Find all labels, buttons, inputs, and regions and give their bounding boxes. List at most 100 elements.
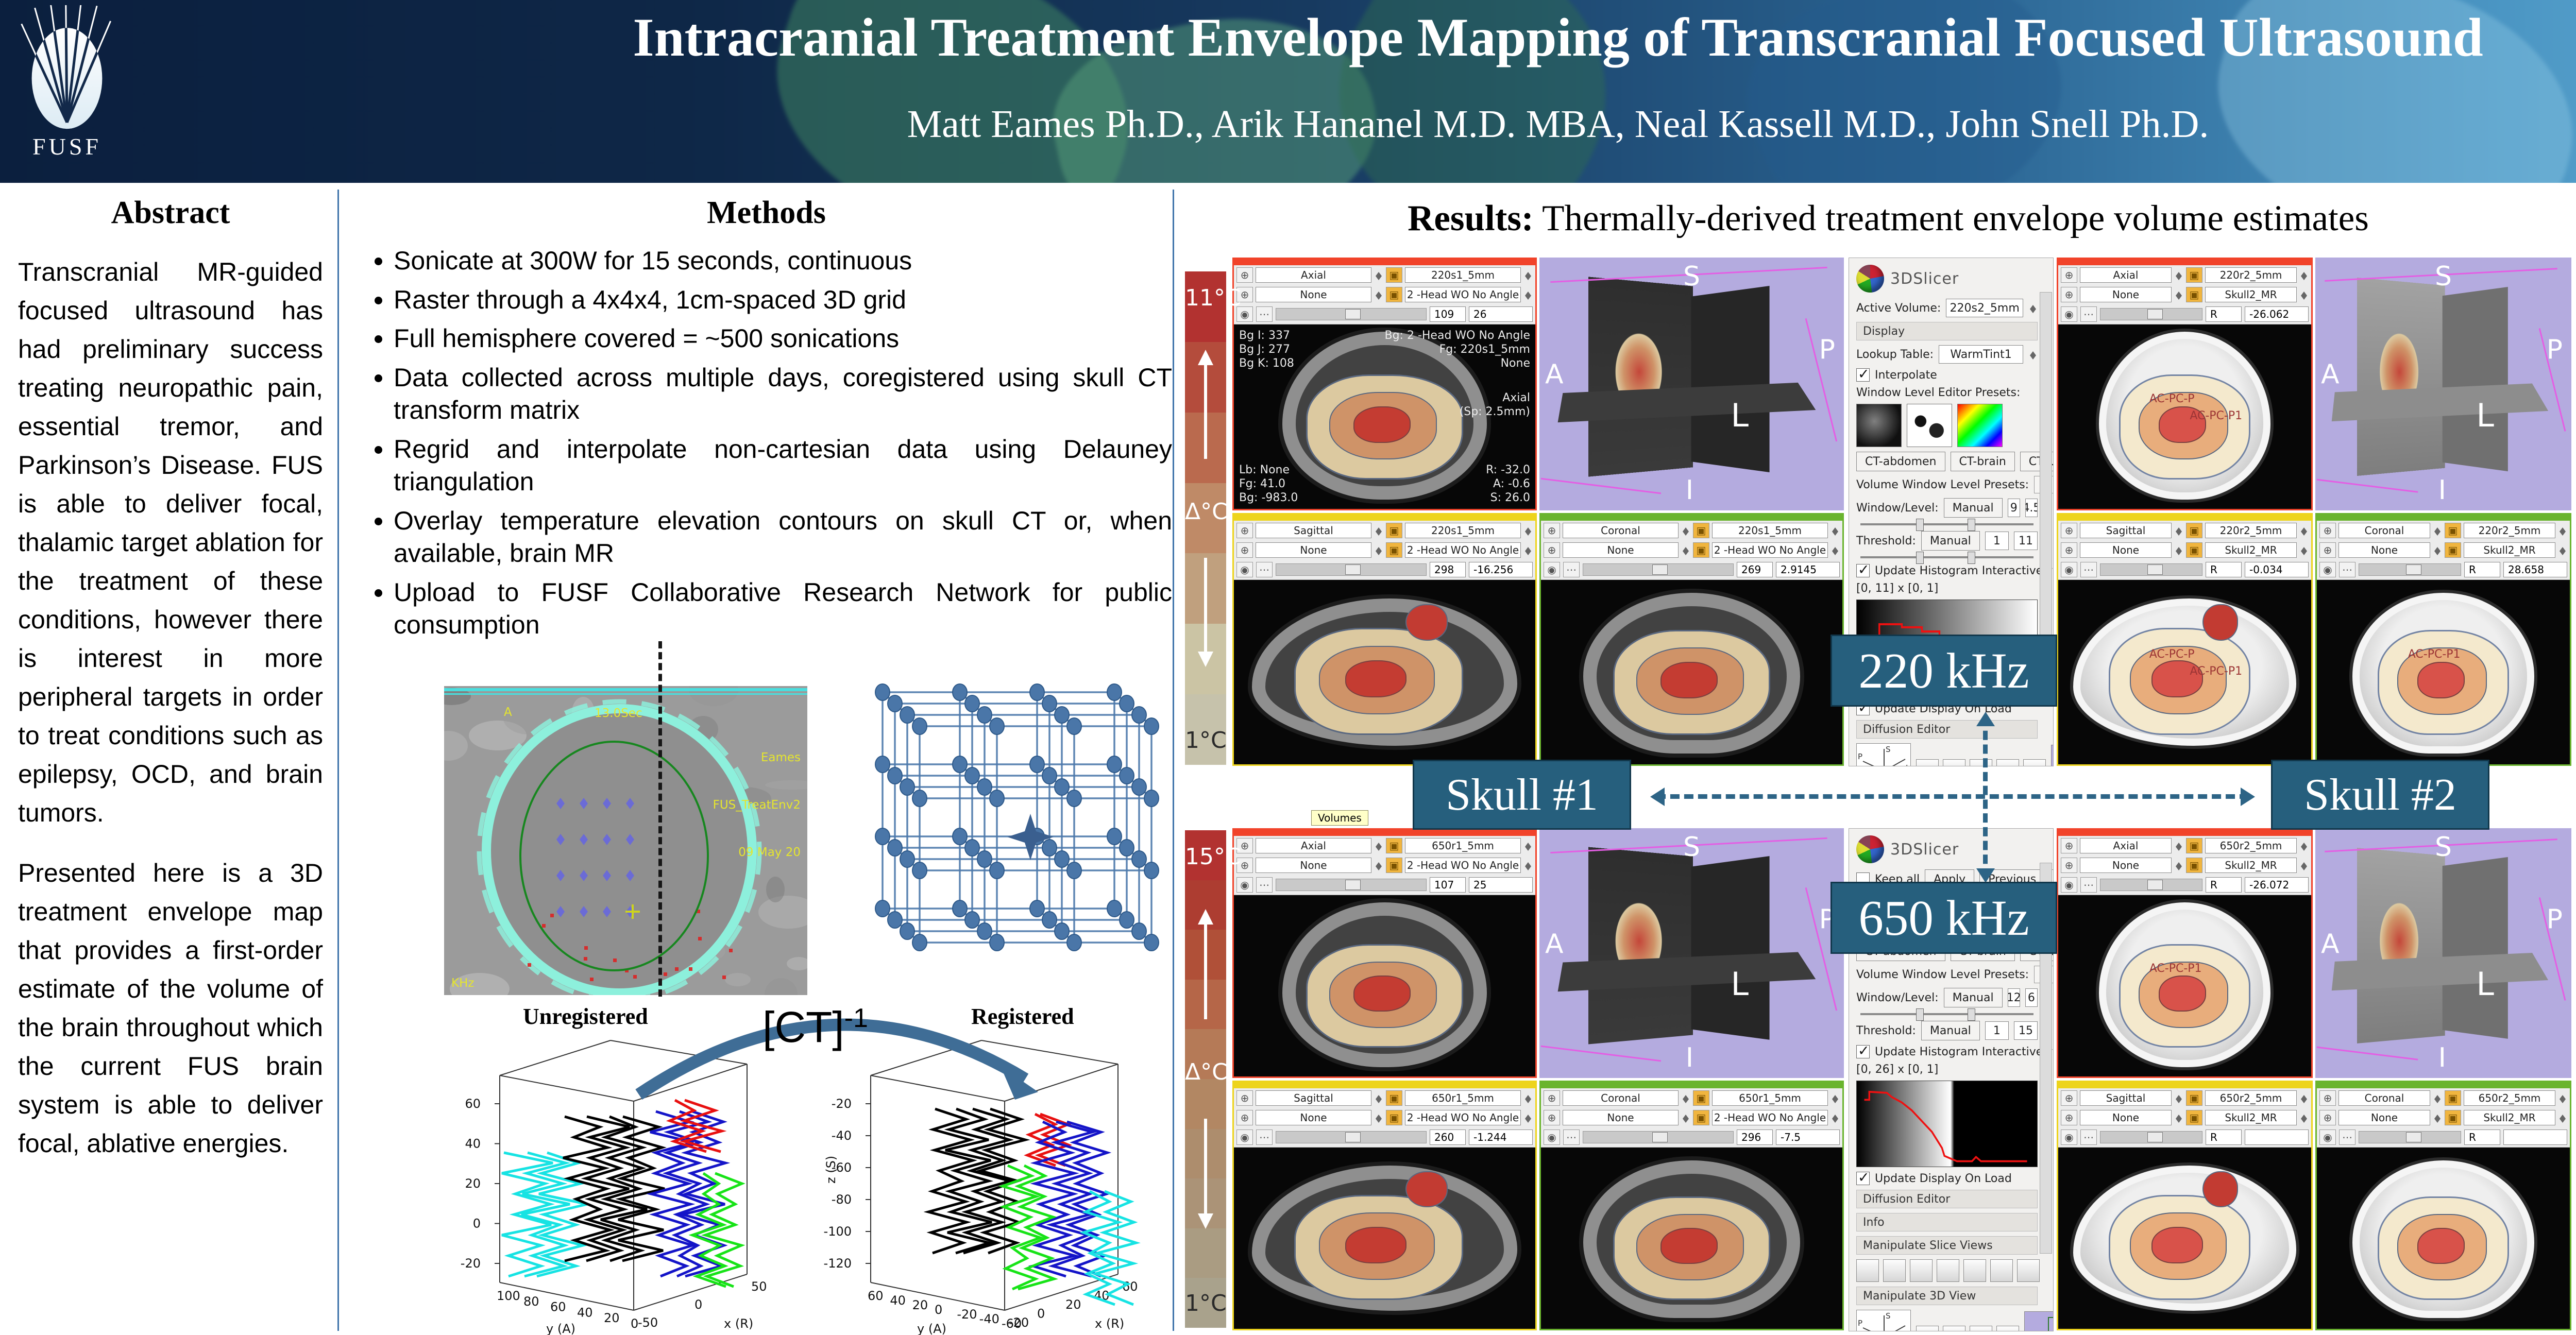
spinner[interactable]: [1523, 1110, 1533, 1125]
view-select[interactable]: None: [1563, 1110, 1679, 1125]
options-icon[interactable]: ⋯: [2339, 1129, 2355, 1145]
options-icon[interactable]: ⋯: [1256, 877, 1273, 893]
visibility-icon[interactable]: ◉: [2319, 1129, 2336, 1145]
spinner[interactable]: [1374, 1090, 1383, 1106]
volume-select[interactable]: Skull2_MR: [2464, 1110, 2555, 1125]
view-select[interactable]: None: [2080, 1110, 2172, 1125]
slider-thumb[interactable]: [1652, 564, 1668, 575]
link-icon[interactable]: ▣: [2186, 542, 2202, 558]
slider-thumb[interactable]: [1345, 1132, 1361, 1142]
spinner[interactable]: [2299, 838, 2309, 853]
checkbox[interactable]: [1856, 562, 1870, 578]
spinner[interactable]: [2558, 542, 2567, 558]
spinner[interactable]: [2299, 858, 2309, 873]
link-icon[interactable]: ▣: [2186, 1110, 2202, 1125]
volume-select[interactable]: 2 -Head WO No Angle: [1712, 1110, 1828, 1125]
toolbar-icon[interactable]: [1916, 1326, 1939, 1331]
spinner[interactable]: [1374, 542, 1383, 558]
panel-field[interactable]: 12: [2007, 988, 2020, 1007]
slider-thumb[interactable]: [1345, 564, 1361, 575]
spinner[interactable]: [1374, 1110, 1383, 1125]
options-icon[interactable]: ⋯: [1563, 562, 1580, 577]
toolbar-icon[interactable]: [1937, 1259, 1959, 1282]
crosshair-icon[interactable]: ⊕: [1544, 1110, 1560, 1125]
toolbar-icon[interactable]: [1883, 1259, 1906, 1282]
preset-thumb-rainbow[interactable]: [1957, 404, 2003, 447]
volume-select[interactable]: 220r2_5mm: [2205, 267, 2297, 283]
visibility-icon[interactable]: ◉: [1236, 877, 1253, 893]
view-select[interactable]: Axial: [1256, 838, 1371, 853]
checkbox[interactable]: [1856, 366, 1870, 382]
view-select[interactable]: Sagittal: [1256, 1090, 1371, 1106]
visibility-icon[interactable]: ◉: [1236, 1129, 1253, 1145]
volume-select[interactable]: 220s1_5mm: [1712, 523, 1828, 538]
slice-offset-slider[interactable]: [2100, 879, 2202, 891]
spinner[interactable]: [1523, 838, 1533, 853]
slider-thumb[interactable]: [1652, 1132, 1668, 1142]
visibility-icon[interactable]: ◉: [2319, 562, 2336, 577]
view-select[interactable]: Axial: [2080, 267, 2172, 283]
crosshair-icon[interactable]: ⊕: [1236, 1090, 1253, 1106]
spinner[interactable]: [1681, 1090, 1690, 1106]
visibility-icon[interactable]: ◉: [1544, 1129, 1560, 1145]
view-select[interactable]: None: [2080, 287, 2172, 302]
view-select[interactable]: None: [1563, 542, 1679, 558]
link-icon[interactable]: ▣: [1386, 287, 1402, 302]
volume-select[interactable]: 220r2_5mm: [2464, 523, 2555, 538]
panel-field[interactable]: 220s2_5mm: [1946, 299, 2023, 317]
view-select[interactable]: Coronal: [1563, 523, 1679, 538]
volume-select[interactable]: 650r1_5mm: [1712, 1090, 1828, 1106]
volume-select[interactable]: 2 -Head WO No Angle: [1405, 858, 1521, 873]
panel-button[interactable]: CT-brain: [1950, 452, 2015, 471]
crosshair-icon[interactable]: ⊕: [2061, 542, 2077, 558]
spinner[interactable]: [2433, 1110, 2442, 1125]
link-icon[interactable]: ▣: [2186, 287, 2202, 302]
crosshair-icon[interactable]: ⊕: [1544, 523, 1560, 538]
view-select[interactable]: None: [1256, 1110, 1371, 1125]
panel-field[interactable]: 11: [2013, 532, 2038, 550]
view-select[interactable]: None: [2338, 1110, 2430, 1125]
view-select[interactable]: None: [2080, 542, 2172, 558]
spinner[interactable]: [2174, 1110, 2183, 1125]
link-icon[interactable]: ▣: [2445, 1090, 2461, 1106]
spinner[interactable]: [2299, 1110, 2309, 1125]
link-icon[interactable]: ▣: [1386, 1090, 1402, 1106]
threshold-slider[interactable]: [1860, 552, 2033, 564]
window-level-slider[interactable]: [1860, 1008, 2033, 1021]
view-select[interactable]: Coronal: [2338, 1090, 2430, 1106]
spinner[interactable]: [2299, 287, 2309, 302]
spinner[interactable]: [2174, 542, 2183, 558]
slice-offset-slider[interactable]: [1276, 1131, 1427, 1143]
slider-offset-value[interactable]: -1.244: [1469, 1129, 1533, 1145]
view-select[interactable]: Coronal: [1563, 1090, 1679, 1106]
link-icon[interactable]: ▣: [1386, 523, 1402, 538]
toolbar-icon[interactable]: [1970, 759, 1992, 766]
slider-offset-value[interactable]: -7.5: [1776, 1129, 1840, 1145]
spinner[interactable]: [2299, 542, 2309, 558]
visibility-icon[interactable]: ◉: [1236, 306, 1253, 322]
view-select[interactable]: None: [1256, 542, 1371, 558]
panel-scrollbar[interactable]: [2040, 292, 2052, 689]
volume-select[interactable]: 650r1_5mm: [1405, 838, 1521, 853]
window-level-slider[interactable]: [1860, 519, 2033, 531]
diffusion-editor-header[interactable]: Diffusion Editor: [1856, 1190, 2038, 1208]
toolbar-icon[interactable]: [1943, 759, 1965, 766]
spinner[interactable]: [1374, 858, 1383, 873]
spinner[interactable]: [2028, 347, 2038, 362]
spinner[interactable]: [2433, 542, 2442, 558]
volume-select[interactable]: Skull2_MR: [2205, 287, 2297, 302]
visibility-icon[interactable]: ◉: [1544, 562, 1560, 577]
volume-select[interactable]: 220s1_5mm: [1405, 523, 1521, 538]
spinner[interactable]: [2174, 838, 2183, 853]
volume-select[interactable]: Skull2_MR: [2205, 542, 2297, 558]
spinner[interactable]: [2174, 523, 2183, 538]
link-icon[interactable]: ▣: [1693, 1110, 1709, 1125]
manipulate-slice-views-header[interactable]: Manipulate Slice Views: [1856, 1236, 2038, 1255]
slice-offset-slider[interactable]: [2100, 308, 2202, 320]
slider-offset-value[interactable]: [2245, 1129, 2309, 1145]
slider-offset-value[interactable]: -26.062: [2245, 306, 2309, 322]
view-select[interactable]: None: [1256, 287, 1371, 302]
toolbar-icon[interactable]: [1996, 759, 2019, 766]
link-icon[interactable]: ▣: [2186, 267, 2202, 283]
panel-field[interactable]: 6: [2025, 988, 2038, 1007]
